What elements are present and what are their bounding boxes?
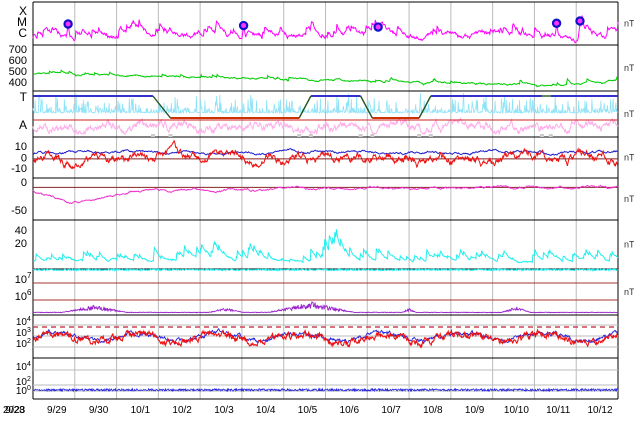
svg-text:10/1: 10/1 bbox=[131, 405, 151, 416]
svg-text:10/5: 10/5 bbox=[298, 405, 318, 416]
svg-text:4: 4 bbox=[27, 316, 31, 323]
svg-text:10: 10 bbox=[16, 328, 28, 339]
svg-text:nT: nT bbox=[624, 194, 634, 204]
svg-text:9/29: 9/29 bbox=[47, 405, 67, 416]
svg-text:10: 10 bbox=[16, 386, 28, 397]
svg-text:nT: nT bbox=[624, 109, 634, 119]
svg-text:3: 3 bbox=[27, 327, 31, 334]
svg-text:10: 10 bbox=[16, 317, 28, 328]
svg-text:10/10: 10/10 bbox=[504, 405, 529, 416]
svg-text:10: 10 bbox=[15, 141, 27, 153]
svg-text:-50: -50 bbox=[11, 205, 27, 217]
svg-text:nT: nT bbox=[624, 287, 634, 297]
svg-text:10/6: 10/6 bbox=[340, 405, 360, 416]
svg-text:10/9: 10/9 bbox=[465, 405, 485, 416]
svg-text:400: 400 bbox=[9, 77, 27, 89]
svg-text:7: 7 bbox=[27, 271, 32, 280]
svg-text:10: 10 bbox=[16, 362, 28, 373]
svg-text:A: A bbox=[19, 118, 27, 132]
svg-text:6: 6 bbox=[27, 288, 32, 297]
svg-text:10/4: 10/4 bbox=[256, 405, 276, 416]
svg-text:2: 2 bbox=[27, 376, 31, 383]
svg-text:0: 0 bbox=[27, 385, 31, 392]
svg-text:10: 10 bbox=[15, 274, 27, 286]
svg-text:10/3: 10/3 bbox=[214, 405, 234, 416]
svg-text:20: 20 bbox=[15, 238, 27, 250]
svg-text:nT: nT bbox=[624, 63, 634, 73]
svg-text:9/30: 9/30 bbox=[89, 405, 109, 416]
svg-text:9/28: 9/28 bbox=[5, 405, 25, 416]
svg-text:nT: nT bbox=[624, 240, 634, 250]
svg-text:T: T bbox=[20, 90, 28, 104]
svg-text:10: 10 bbox=[16, 339, 28, 350]
svg-text:10/7: 10/7 bbox=[381, 405, 401, 416]
svg-text:0: 0 bbox=[21, 177, 27, 189]
svg-text:10/12: 10/12 bbox=[587, 405, 612, 416]
svg-text:nT: nT bbox=[624, 153, 634, 163]
svg-text:4: 4 bbox=[27, 361, 31, 368]
svg-text:2: 2 bbox=[27, 338, 31, 345]
svg-text:10/2: 10/2 bbox=[172, 405, 192, 416]
svg-text:C: C bbox=[18, 26, 27, 40]
svg-text:-10: -10 bbox=[11, 163, 27, 175]
svg-text:10: 10 bbox=[15, 291, 27, 303]
svg-text:10/8: 10/8 bbox=[423, 405, 443, 416]
svg-text:nT: nT bbox=[624, 19, 634, 29]
svg-text:10/11: 10/11 bbox=[546, 405, 571, 416]
svg-text:40: 40 bbox=[15, 225, 27, 237]
